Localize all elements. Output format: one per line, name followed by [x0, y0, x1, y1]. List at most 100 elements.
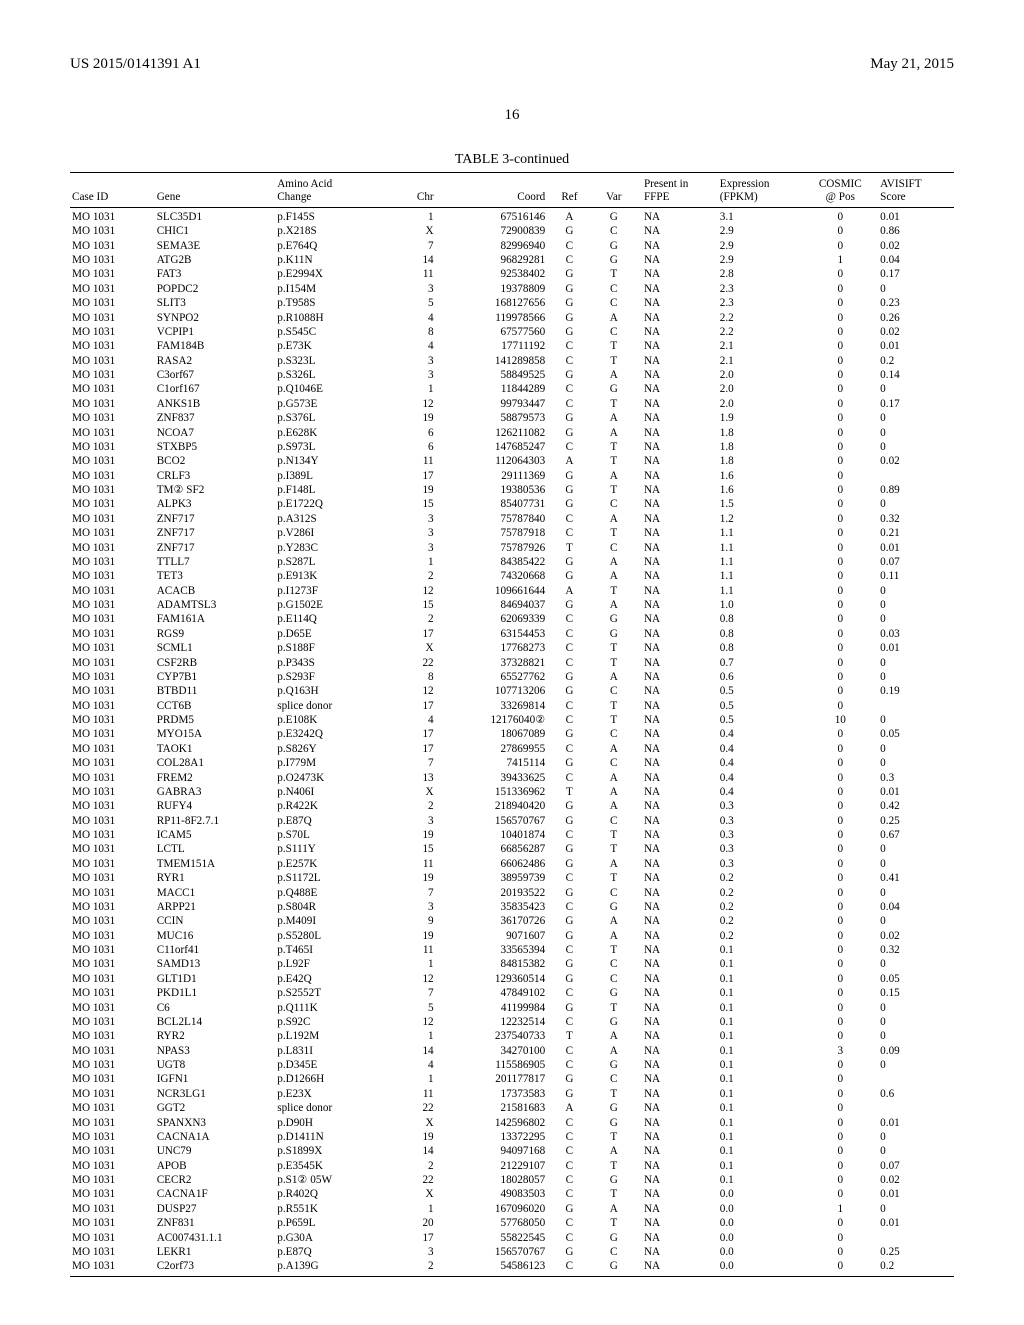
cell-cosmic: 0 — [802, 224, 878, 238]
table-row: MO 1031SLC35D1p.F145S167516146AGNA3.100.… — [70, 210, 954, 224]
page-number: 16 — [70, 107, 954, 124]
cell-cosmic: 0 — [802, 354, 878, 368]
table-row: MO 1031TM② SF2p.F148L1919380536GTNA1.600… — [70, 483, 954, 497]
cell-chr: X — [387, 785, 436, 799]
cell-ref: C — [547, 699, 591, 713]
cell-var: T — [592, 526, 636, 540]
cell-gene: MUC16 — [155, 929, 276, 943]
cell-case: MO 1031 — [70, 368, 155, 382]
table-row: MO 1031CECR2p.S1② 05W2218028057CGNA0.100… — [70, 1173, 954, 1187]
cell-expr: 2.2 — [718, 325, 803, 339]
cell-ref: G — [547, 1245, 591, 1259]
cell-expr: 0.6 — [718, 670, 803, 684]
cell-chr: 19 — [387, 828, 436, 842]
cell-avisift — [878, 469, 954, 483]
table-row: MO 1031STXBP5p.S973L6147685247CTNA1.800 — [70, 440, 954, 454]
cell-ffpe: NA — [636, 871, 718, 885]
cell-expr: 2.8 — [718, 267, 803, 281]
cell-expr: 0.4 — [718, 742, 803, 756]
cell-chr: 17 — [387, 627, 436, 641]
cell-case: MO 1031 — [70, 382, 155, 396]
cell-ref: G — [547, 756, 591, 770]
cell-case: MO 1031 — [70, 483, 155, 497]
cell-expr: 0.1 — [718, 972, 803, 986]
cell-cosmic: 0 — [802, 785, 878, 799]
cell-ffpe: NA — [636, 267, 718, 281]
cell-ref: A — [547, 1101, 591, 1115]
cell-cosmic: 0 — [802, 239, 878, 253]
cell-avisift: 0 — [878, 1202, 954, 1216]
cell-cosmic: 0 — [802, 756, 878, 770]
cell-expr: 0.3 — [718, 799, 803, 813]
cell-expr: 0.4 — [718, 785, 803, 799]
cell-gene: CRLF3 — [155, 469, 276, 483]
cell-coord: 18028057 — [436, 1173, 548, 1187]
cell-chr: 3 — [387, 1245, 436, 1259]
cell-ref: C — [547, 1159, 591, 1173]
cell-ffpe: NA — [636, 1173, 718, 1187]
cell-var: T — [592, 267, 636, 281]
cell-ref: G — [547, 670, 591, 684]
cell-cosmic: 0 — [802, 857, 878, 871]
cell-avisift: 0.32 — [878, 943, 954, 957]
cell-aa: p.K11N — [275, 253, 387, 267]
cell-coord: 126211082 — [436, 425, 548, 439]
cell-ffpe: NA — [636, 469, 718, 483]
col-var: Var — [592, 175, 636, 207]
cell-aa: p.S111Y — [275, 842, 387, 856]
table-row: MO 1031PKD1L1p.S2552T747849102CGNA0.100.… — [70, 986, 954, 1000]
cell-avisift: 0.25 — [878, 814, 954, 828]
cell-cosmic: 0 — [802, 210, 878, 224]
cell-ref: G — [547, 684, 591, 698]
table-row: MO 1031SYNPO2p.R1088H4119978566GANA2.200… — [70, 310, 954, 324]
cell-avisift: 0 — [878, 670, 954, 684]
cell-gene: COL28A1 — [155, 756, 276, 770]
cell-case: MO 1031 — [70, 339, 155, 353]
cell-ffpe: NA — [636, 210, 718, 224]
cell-expr: 0.2 — [718, 900, 803, 914]
cell-ffpe: NA — [636, 555, 718, 569]
cell-gene: ZNF837 — [155, 411, 276, 425]
cell-ffpe: NA — [636, 1187, 718, 1201]
cell-ref: C — [547, 900, 591, 914]
cell-case: MO 1031 — [70, 857, 155, 871]
cell-gene: C11orf41 — [155, 943, 276, 957]
cell-aa: p.T958S — [275, 296, 387, 310]
col-case: Case ID — [70, 175, 155, 207]
publication-date: May 21, 2015 — [870, 56, 954, 73]
cell-var: A — [592, 469, 636, 483]
cell-chr: 22 — [387, 1173, 436, 1187]
cell-var: A — [592, 368, 636, 382]
cell-coord: 112064303 — [436, 454, 548, 468]
cell-case: MO 1031 — [70, 1101, 155, 1115]
cell-case: MO 1031 — [70, 900, 155, 914]
cell-chr: 7 — [387, 885, 436, 899]
cell-gene: BCL2L14 — [155, 1015, 276, 1029]
cell-chr: 20 — [387, 1216, 436, 1230]
cell-case: MO 1031 — [70, 699, 155, 713]
cell-chr: 17 — [387, 727, 436, 741]
cell-gene: LEKR1 — [155, 1245, 276, 1259]
table-row: MO 1031UGT8p.D345E4115586905CGNA0.100 — [70, 1058, 954, 1072]
cell-avisift: 0.02 — [878, 239, 954, 253]
cell-case: MO 1031 — [70, 584, 155, 598]
cell-aa: p.R402Q — [275, 1187, 387, 1201]
cell-ref: C — [547, 871, 591, 885]
cell-chr: 7 — [387, 756, 436, 770]
cell-expr: 0.5 — [718, 699, 803, 713]
cell-ref: C — [547, 1130, 591, 1144]
cell-case: MO 1031 — [70, 1044, 155, 1058]
cell-ref: C — [547, 440, 591, 454]
cell-chr: 13 — [387, 770, 436, 784]
cell-chr: 7 — [387, 239, 436, 253]
table-row: MO 1031RASA2p.S323L3141289858CTNA2.100.2 — [70, 354, 954, 368]
cell-coord: 66062486 — [436, 857, 548, 871]
cell-aa: p.E2994X — [275, 267, 387, 281]
cell-ref: G — [547, 483, 591, 497]
cell-case: MO 1031 — [70, 641, 155, 655]
cell-avisift: 0.02 — [878, 1173, 954, 1187]
cell-ffpe: NA — [636, 598, 718, 612]
cell-avisift: 0.01 — [878, 641, 954, 655]
cell-avisift: 0 — [878, 1029, 954, 1043]
cell-aa: p.R551K — [275, 1202, 387, 1216]
